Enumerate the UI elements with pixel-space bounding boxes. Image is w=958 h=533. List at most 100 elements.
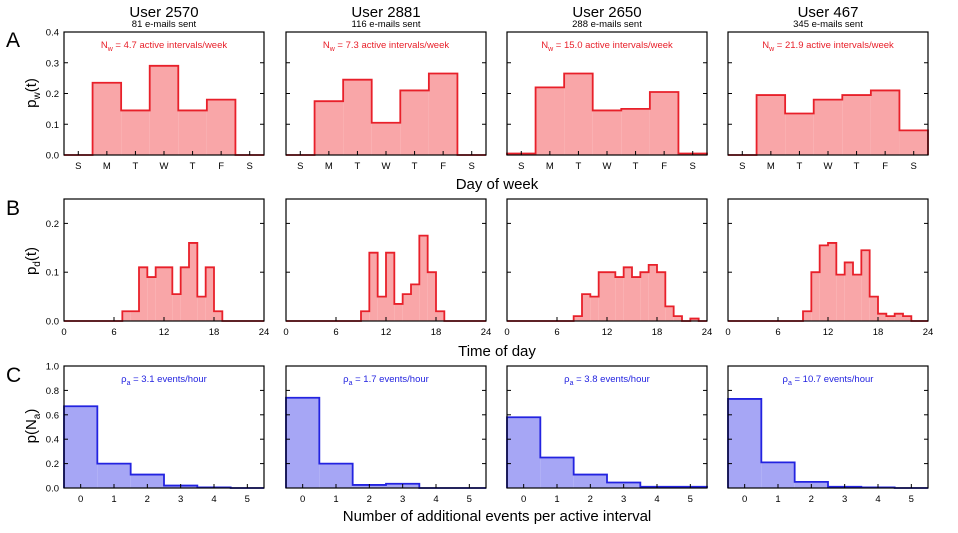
x-tick-label: W — [382, 161, 391, 172]
x-tick-label: 6 — [111, 327, 116, 338]
histogram-outline — [64, 64, 264, 156]
y-tick-label: 0.0 — [46, 484, 59, 495]
bar — [540, 457, 574, 488]
x-tick-label: W — [824, 161, 833, 172]
panel-b-4: 0 6 12 18 24 — [725, 198, 934, 338]
bar — [319, 463, 353, 488]
bar — [590, 296, 599, 321]
bar — [649, 91, 679, 155]
y-tick-label: 0.3 — [46, 58, 59, 69]
x-tick-label: S — [518, 161, 524, 172]
bar — [886, 316, 895, 321]
x-tick-label: 1 — [111, 494, 116, 505]
bar — [870, 90, 900, 155]
user-title-1: User 2570 — [129, 4, 198, 21]
bar — [343, 79, 372, 155]
x-tick-label: 0 — [504, 327, 509, 338]
user-emails-3: 288 e-mails sent — [572, 19, 642, 30]
row-a-xlabel: Day of week — [456, 176, 539, 193]
x-tick-label: 0 — [283, 327, 288, 338]
bar — [665, 306, 674, 321]
y-tick-label: 0.1 — [46, 120, 59, 131]
plot-frame — [285, 365, 487, 489]
bar — [564, 73, 593, 155]
bar — [535, 87, 565, 155]
bar — [598, 272, 607, 321]
bar — [189, 242, 198, 321]
bar — [828, 242, 837, 321]
plot-frame — [506, 365, 708, 489]
bar — [592, 110, 622, 155]
x-tick-label: 3 — [178, 494, 183, 505]
x-tick-label: 1 — [775, 494, 780, 505]
x-tick-label: 6 — [333, 327, 338, 338]
x-tick-label: S — [690, 161, 696, 172]
x-tick-label: F — [218, 161, 224, 172]
bar — [402, 294, 411, 321]
bar — [97, 463, 131, 488]
bar — [205, 267, 214, 321]
user-title-3: User 2650 — [572, 4, 641, 21]
x-tick-label: W — [160, 161, 169, 172]
x-tick-label: 5 — [467, 494, 472, 505]
panel-a-2: S M T W T F S Nw = 7.3 active intervals/week — [285, 31, 487, 172]
x-tick-label: 4 — [211, 494, 216, 505]
y-tick-label: 0.4 — [46, 28, 59, 39]
row-b-ylabel: pd(t) — [23, 247, 43, 275]
bar — [130, 311, 139, 321]
bar — [507, 417, 541, 488]
bar — [785, 113, 814, 155]
x-tick-label: 0 — [521, 494, 526, 505]
x-tick-label: S — [297, 161, 303, 172]
panel-b-3: 0 6 12 18 24 — [504, 198, 712, 338]
bar — [690, 318, 699, 321]
x-tick-label: 24 — [259, 327, 270, 338]
bar — [400, 90, 429, 155]
bar — [214, 311, 223, 321]
bar — [436, 311, 445, 321]
bar — [899, 130, 928, 155]
x-tick-label: T — [576, 161, 582, 172]
x-tick-label: T — [355, 161, 361, 172]
x-tick-label: S — [247, 161, 253, 172]
x-tick-label: 18 — [873, 327, 884, 338]
row-c-ylabel: p(Na) — [23, 409, 43, 444]
x-tick-label: 12 — [602, 327, 613, 338]
histogram-outline — [63, 405, 264, 489]
bar — [149, 65, 179, 155]
bar — [172, 294, 181, 321]
x-tick-label: T — [633, 161, 639, 172]
x-tick-label: 18 — [209, 327, 220, 338]
x-tick-label: 24 — [923, 327, 934, 338]
x-tick-label: 12 — [159, 327, 170, 338]
bar — [139, 267, 148, 321]
bar — [582, 294, 591, 321]
panel-c-1: 0.0 0.2 0.4 0.6 0.8 1.0 0 1 2 3 4 5 ρa = 3.1 events/… — [46, 362, 265, 505]
x-tick-label: 12 — [823, 327, 834, 338]
bar — [394, 303, 403, 321]
bar — [92, 82, 122, 155]
panel-c-3: 0 1 2 3 4 5 ρa = 3.8 events/hour — [506, 365, 708, 505]
bar — [632, 277, 641, 321]
x-tick-label: 5 — [688, 494, 693, 505]
bar — [607, 272, 616, 321]
y-tick-label: 0.0 — [46, 151, 59, 162]
bar — [147, 277, 156, 321]
bar — [648, 264, 657, 321]
panel-a-3: S M T W T F S Nw = 15.0 active intervals/week — [506, 31, 708, 172]
x-tick-label: 0 — [78, 494, 83, 505]
y-tick-label: 0.2 — [46, 89, 59, 100]
bar — [155, 267, 164, 321]
bar — [657, 272, 666, 321]
x-tick-label: 0 — [742, 494, 747, 505]
annotation: ρa = 3.8 events/hour — [564, 374, 650, 387]
bar — [621, 108, 650, 155]
plot-frame — [63, 365, 265, 489]
bar — [615, 277, 624, 321]
bar — [903, 316, 912, 321]
x-tick-label: F — [882, 161, 888, 172]
bar — [122, 311, 131, 321]
bar — [164, 267, 173, 321]
panel-c-2: 0 1 2 3 4 5 ρa = 1.7 events/hour — [285, 365, 487, 505]
